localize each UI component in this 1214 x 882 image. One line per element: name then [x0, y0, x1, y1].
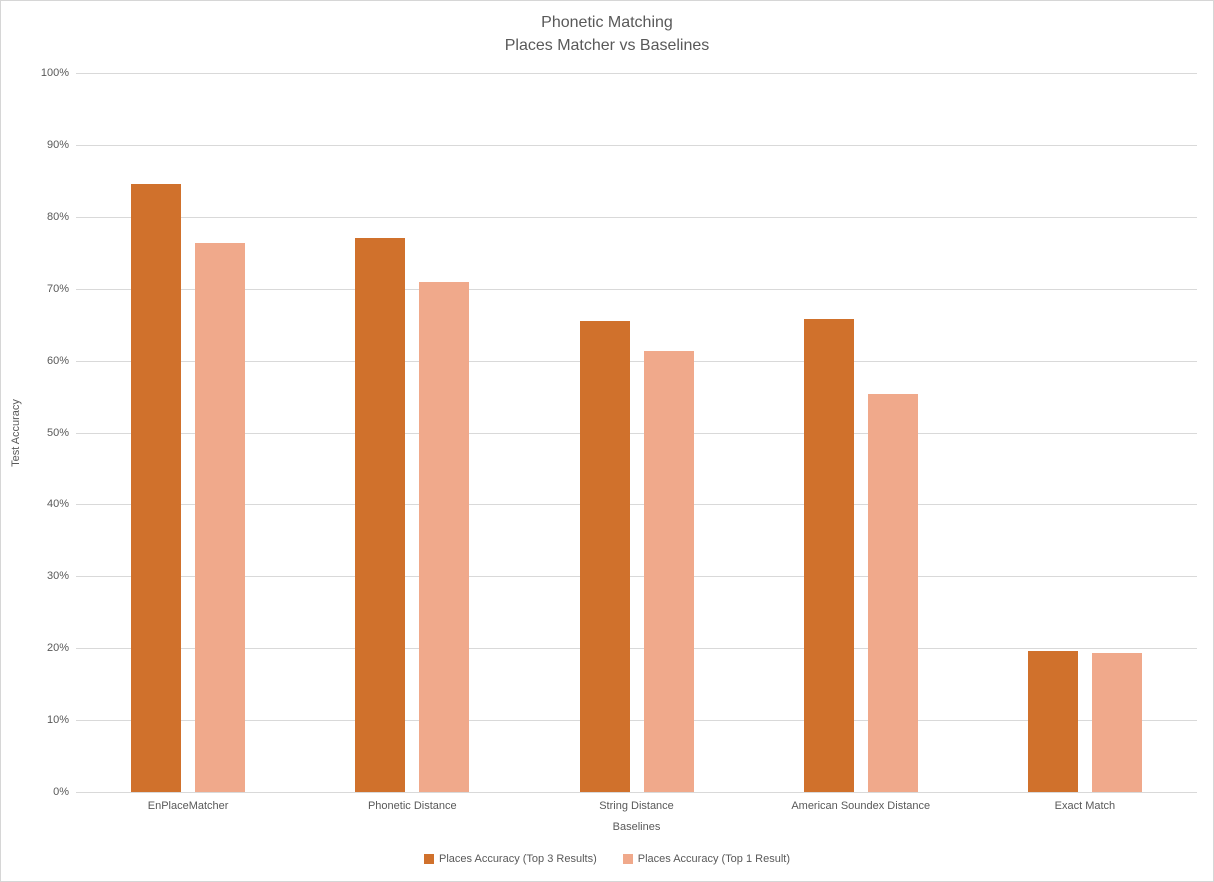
- bar-group: [973, 73, 1197, 792]
- gridline: [76, 144, 1197, 146]
- gridline: [76, 216, 1197, 218]
- chart-title: Phonetic Matching Places Matcher vs Base…: [1, 11, 1213, 57]
- gridline: [76, 576, 1197, 578]
- gridline: [76, 360, 1197, 362]
- bar-series-1: [579, 321, 630, 792]
- bar-series-1: [131, 184, 182, 792]
- y-tick-label: 0%: [53, 786, 69, 798]
- x-tick-label: American Soundex Distance: [791, 800, 931, 812]
- y-tick-label: 10%: [46, 714, 69, 727]
- legend-item-series-2: Places Accuracy (Top 1 Result): [622, 853, 790, 865]
- y-tick-label: 30%: [46, 570, 69, 583]
- bar-group: [76, 73, 300, 792]
- y-tick-label: 80%: [46, 210, 69, 223]
- y-tick-label: 40%: [46, 498, 69, 511]
- bar-series-1: [355, 237, 406, 792]
- y-tick-label: 20%: [46, 642, 69, 655]
- y-tick-label: 60%: [46, 354, 69, 367]
- bar-series-2: [643, 350, 694, 792]
- legend-item-series-1: Places Accuracy (Top 3 Results): [424, 853, 597, 865]
- legend-swatch-icon: [424, 854, 435, 864]
- y-tick-label: 70%: [46, 282, 69, 295]
- bar-groups: [76, 73, 1197, 792]
- legend-swatch-icon: [622, 854, 633, 864]
- y-tick-label: 100%: [40, 67, 69, 79]
- bar-series-2: [419, 281, 470, 792]
- gridline: [76, 432, 1197, 434]
- gridline: [76, 288, 1197, 290]
- bar-series-2: [867, 393, 918, 792]
- gridline: [76, 648, 1197, 650]
- bar-group: [749, 73, 973, 792]
- x-tick-label: String Distance: [599, 800, 674, 812]
- gridline: [76, 504, 1197, 506]
- gridline: [76, 73, 1197, 74]
- legend-label: Places Accuracy (Top 3 Results): [439, 853, 597, 865]
- x-axis-tick-labels: EnPlaceMatcher Phonetic Distance String Di…: [76, 800, 1197, 812]
- bar-group: [300, 73, 524, 792]
- bar-series-1: [803, 318, 854, 792]
- bar-series-1: [1027, 651, 1078, 792]
- x-tick-label: Phonetic Distance: [367, 800, 457, 812]
- legend: Places Accuracy (Top 3 Results) Places Ac…: [1, 853, 1213, 865]
- plot-area: [76, 73, 1197, 793]
- chart-title-line2: Places Matcher vs Baselines: [504, 37, 710, 54]
- y-tick-label: 90%: [46, 138, 69, 151]
- bar-series-2: [1091, 652, 1142, 792]
- gridline: [76, 720, 1197, 722]
- gridline: [76, 792, 1197, 793]
- x-tick-label: Exact Match: [1054, 800, 1116, 812]
- bar-series-2: [195, 243, 246, 792]
- x-tick-label: EnPlaceMatcher: [147, 800, 229, 812]
- legend-label: Places Accuracy (Top 1 Result): [637, 853, 790, 865]
- chart-title-line1: Phonetic Matching: [541, 14, 673, 31]
- x-axis-title: Baselines: [612, 821, 661, 833]
- y-tick-label: 50%: [46, 426, 69, 439]
- bar-group: [524, 73, 748, 792]
